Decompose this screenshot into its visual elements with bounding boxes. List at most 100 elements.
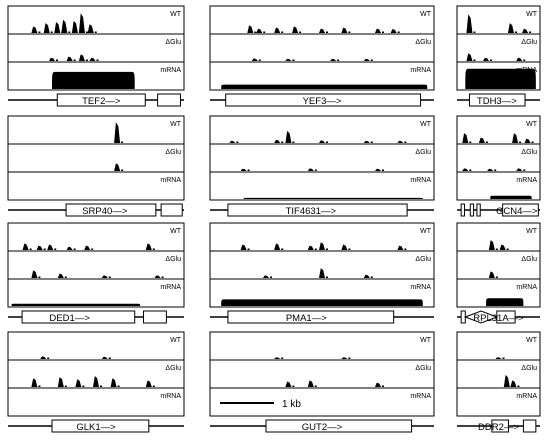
- wt-signal-peak: [522, 28, 529, 33]
- panel-frame: [7, 115, 185, 201]
- dglu-signal-noise: [152, 385, 155, 387]
- gene-panel-glk1: WT ΔGlu mRNA GLK1—>: [7, 331, 185, 433]
- wt-signal-peak: [145, 243, 152, 250]
- dglu-signal-peak: [49, 57, 55, 61]
- gene-panel-gut2: WT ΔGlu mRNA GUT2—>: [209, 331, 435, 433]
- dglu-signal-peak: [487, 168, 494, 171]
- track-label-mrna: mRNA: [160, 67, 181, 74]
- wt-signal-peak: [274, 357, 281, 359]
- wt-signal-noise: [281, 248, 284, 250]
- wt-signal-peak: [247, 25, 254, 33]
- wt-signal-noise: [68, 31, 71, 33]
- dglu-signal-noise: [370, 59, 373, 61]
- wt-signal-peak: [307, 245, 314, 250]
- track-label-mrna: mRNA: [410, 67, 431, 74]
- dglu-signal-peak: [75, 379, 82, 387]
- wt-signal-peak: [256, 28, 263, 33]
- panel-frame: [7, 222, 185, 308]
- wt-signal-noise: [43, 248, 46, 250]
- wt-signal-peak: [114, 122, 121, 143]
- gene-name-label: TIF4631—>: [286, 206, 337, 217]
- wt-signal-noise: [326, 31, 328, 33]
- track-label-mrna: mRNA: [160, 393, 181, 400]
- mrna-coverage: [221, 299, 423, 306]
- wt-signal-peak: [507, 23, 514, 33]
- gene-panel-yef3: WT ΔGlu mRNA YEF3—>: [209, 5, 435, 107]
- dglu-signal-noise: [314, 169, 317, 171]
- mrna-coverage: [486, 298, 524, 306]
- wt-signal-peak: [84, 245, 91, 250]
- wt-signal-noise: [469, 141, 472, 143]
- gene-name-label: GLK1—>: [76, 422, 116, 433]
- track-label-mrna: mRNA: [516, 177, 537, 184]
- dglu-signal-peak: [31, 378, 38, 387]
- track-label-wt: WT: [420, 11, 432, 18]
- wt-signal-noise: [236, 141, 239, 143]
- track-label-mrna: mRNA: [410, 177, 431, 184]
- dglu-signal-noise: [382, 385, 384, 387]
- dglu-signal-noise: [73, 59, 76, 61]
- gene-panel-tif4631: WT ΔGlu mRNA TIF4631—>: [209, 115, 435, 217]
- track-label-dglu: ΔGlu: [521, 256, 537, 263]
- track-label-dglu: ΔGlu: [521, 149, 537, 156]
- wt-signal-peak: [499, 244, 506, 250]
- dglu-signal-peak: [503, 374, 510, 387]
- dglu-signal-noise: [247, 169, 250, 171]
- wt-signal-noise: [29, 248, 32, 250]
- gene-exon-box: [522, 419, 537, 433]
- gene-exon-box: [56, 93, 146, 107]
- wt-signal-noise: [281, 141, 284, 143]
- wt-signal-peak: [43, 23, 50, 33]
- gene-panel-ded1: WT ΔGlu mRNA DED1—>: [7, 222, 185, 324]
- track-label-dglu: ΔGlu: [415, 365, 431, 372]
- track-label-wt: WT: [420, 121, 432, 128]
- panel-frame: [7, 331, 185, 417]
- wt-signal-peak: [285, 130, 292, 143]
- gene-name-label: RPL31A—>: [473, 313, 524, 324]
- wt-signal-noise: [38, 31, 41, 33]
- dglu-signal-peak: [31, 270, 38, 278]
- dglu-signal-peak: [263, 275, 269, 278]
- wt-signal-noise: [514, 31, 517, 33]
- wt-signal-peak: [240, 244, 247, 250]
- dglu-signal-noise: [85, 59, 88, 61]
- dglu-signal-peak: [285, 381, 292, 387]
- gene-exon-box: [469, 203, 475, 217]
- wt-signal-noise: [254, 31, 257, 33]
- wt-signal-peak: [319, 140, 325, 143]
- dglu-signal-peak: [101, 275, 108, 278]
- dglu-signal-noise: [292, 59, 295, 61]
- wt-signal-peak: [36, 245, 43, 250]
- wt-signal-peak: [274, 243, 281, 250]
- dglu-signal-peak: [363, 274, 370, 278]
- dglu-signal-noise: [490, 59, 493, 61]
- wt-signal-noise: [348, 357, 351, 359]
- dglu-signal-noise: [314, 385, 317, 387]
- dglu-signal-noise: [38, 385, 41, 387]
- dglu-signal-noise: [56, 59, 58, 61]
- gene-panel-tdh3: WTΔGlumRNATDH3—>: [456, 5, 541, 107]
- wt-signal-peak: [341, 244, 348, 250]
- dglu-signal-noise: [523, 59, 526, 61]
- panel-frame: [209, 5, 435, 91]
- track-label-dglu: ΔGlu: [165, 39, 181, 46]
- gene-name-label: YEF3—>: [303, 96, 342, 107]
- panel-frame: [209, 331, 435, 417]
- gene-exon-box: [460, 203, 465, 217]
- wt-signal-noise: [94, 31, 97, 33]
- wt-signal-noise: [397, 31, 400, 33]
- dglu-signal-peak: [510, 380, 517, 387]
- wt-signal-peak: [466, 14, 473, 34]
- track-label-mrna: mRNA: [410, 284, 431, 291]
- wt-signal-noise: [502, 357, 505, 359]
- wt-signal-peak: [397, 140, 404, 143]
- dglu-signal-peak: [240, 168, 247, 171]
- wt-signal-peak: [495, 357, 502, 359]
- dglu-signal-noise: [494, 169, 497, 171]
- wt-signal-noise: [281, 357, 284, 359]
- dglu-signal-noise: [108, 276, 111, 278]
- wt-signal-noise: [326, 248, 328, 250]
- track-label-wt: WT: [170, 337, 182, 344]
- gene-exon-box: [476, 203, 481, 217]
- mrna-coverage: [221, 84, 428, 89]
